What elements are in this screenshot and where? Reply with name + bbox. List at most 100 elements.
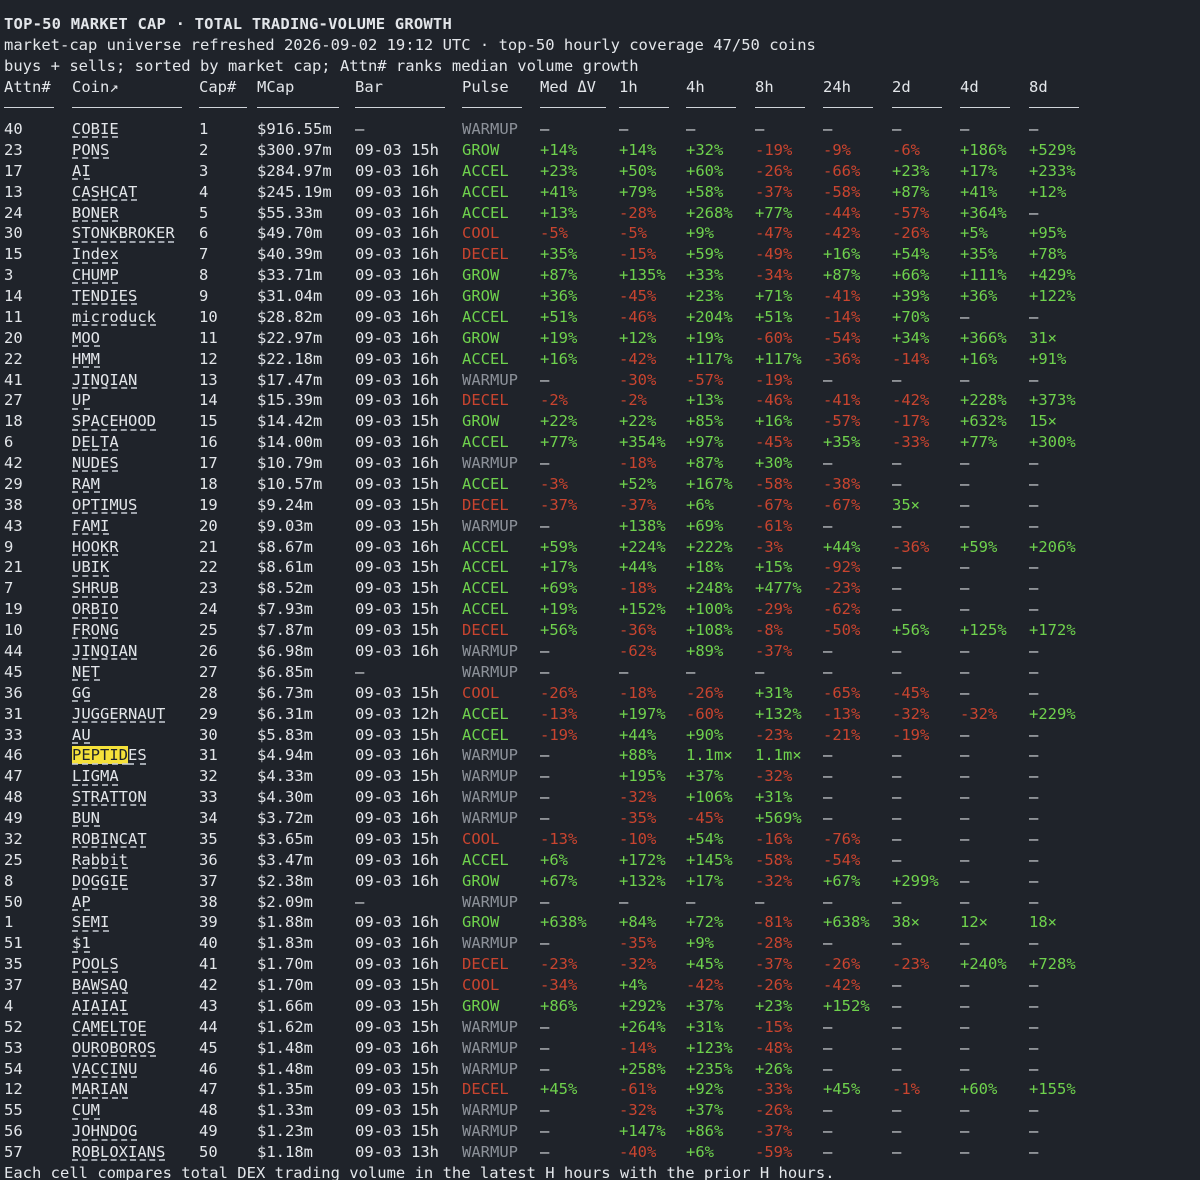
coin-cell[interactable]: microduck (72, 307, 156, 328)
coin-link[interactable]: Rabbit (72, 850, 128, 869)
coin-link[interactable]: CUM (72, 1101, 100, 1120)
coin-cell[interactable]: MOO (72, 328, 100, 349)
coin-link[interactable]: Index (72, 245, 119, 264)
coin-link[interactable]: NUDES (72, 454, 119, 473)
coin-cell[interactable]: SEMI (72, 912, 109, 933)
coin-cell[interactable]: STRATTON (72, 787, 147, 808)
coin-link[interactable]: NET (72, 662, 100, 681)
coin-cell[interactable]: BAWSAQ (72, 975, 128, 996)
coin-link[interactable]: AI (72, 161, 91, 180)
coin-cell[interactable]: AIAIAI (72, 996, 128, 1017)
col-header-coin[interactable]: Coin↗ (72, 78, 119, 96)
coin-link[interactable]: ROBINCAT (72, 829, 147, 848)
coin-cell[interactable]: HOOKR (72, 537, 119, 558)
coin-cell[interactable]: AU (72, 725, 91, 746)
coin-cell[interactable]: BONER (72, 203, 119, 224)
coin-cell[interactable]: $1 (72, 933, 91, 954)
coin-cell[interactable]: JINQIAN (72, 370, 137, 391)
coin-cell[interactable]: MARIAN (72, 1079, 128, 1100)
coin-link[interactable]: JUGGERNAUT (72, 704, 166, 723)
coin-link[interactable]: MOO (72, 328, 100, 347)
coin-cell[interactable]: OPTIMUS (72, 495, 137, 516)
coin-link[interactable]: AIAIAI (72, 996, 128, 1015)
coin-cell[interactable]: SPACEHOOD (72, 411, 156, 432)
coin-cell[interactable]: Rabbit (72, 850, 128, 871)
coin-cell[interactable]: VACCINU (72, 1059, 137, 1080)
coin-cell[interactable]: DELTA (72, 432, 119, 453)
coin-link[interactable]: BUN (72, 809, 100, 828)
coin-cell[interactable]: PEPTIDES (72, 745, 147, 766)
coin-cell[interactable]: RAM (72, 474, 100, 495)
coin-cell[interactable]: JINQIAN (72, 641, 137, 662)
coin-link[interactable]: SEMI (72, 913, 110, 932)
coin-cell[interactable]: CHUMP (72, 265, 119, 286)
coin-link[interactable]: SHRUB (72, 579, 119, 598)
coin-link[interactable]: ROBLOXIANS (72, 1143, 166, 1162)
coin-cell[interactable]: POOLS (72, 954, 119, 975)
coin-link[interactable]: $1 (72, 934, 91, 953)
coin-cell[interactable]: NUDES (72, 453, 119, 474)
coin-link[interactable]: OPTIMUS (72, 495, 138, 514)
coin-link[interactable]: LIGMA (72, 767, 119, 786)
coin-link[interactable]: COBIE (72, 120, 119, 138)
coin-link[interactable]: VACCINU (72, 1059, 138, 1078)
coin-link[interactable]: UP (72, 391, 91, 410)
coin-link[interactable]: microduck (72, 307, 156, 326)
coin-link[interactable]: TENDIES (72, 287, 138, 306)
coin-cell[interactable]: JUGGERNAUT (72, 704, 165, 725)
coin-link[interactable]: DELTA (72, 433, 119, 452)
coin-link[interactable]: STRATTON (72, 788, 147, 807)
coin-cell[interactable]: UP (72, 390, 91, 411)
coin-cell[interactable]: AI (72, 161, 91, 182)
coin-cell[interactable]: ROBINCAT (72, 829, 147, 850)
coin-link[interactable]: POOLS (72, 955, 119, 974)
coin-link[interactable]: JINQIAN (72, 370, 138, 389)
coin-cell[interactable]: STONKBROKER (72, 223, 175, 244)
coin-cell[interactable]: FAMI (72, 516, 109, 537)
coin-cell[interactable]: CAMELTOE (72, 1017, 147, 1038)
coin-link[interactable]: FAMI (72, 516, 110, 535)
coin-cell[interactable]: GG (72, 683, 91, 704)
coin-link[interactable]: ORBIO (72, 600, 119, 619)
coin-cell[interactable]: BUN (72, 808, 100, 829)
coin-cell[interactable]: OUROBOROS (72, 1038, 156, 1059)
coin-cell[interactable]: CUM (72, 1100, 100, 1121)
coin-link[interactable]: CAMELTOE (72, 1017, 147, 1036)
coin-link[interactable]: PEPTIDES (72, 746, 147, 765)
coin-link[interactable]: CASHCAT (72, 182, 138, 201)
coin-cell[interactable]: DOGGIE (72, 871, 128, 892)
coin-cell[interactable]: PONS (72, 140, 109, 161)
coin-link[interactable]: UBIK (72, 558, 110, 577)
coin-link[interactable]: JINQIAN (72, 642, 138, 660)
coin-link[interactable]: HOOKR (72, 537, 119, 556)
coin-link[interactable]: SPACEHOOD (72, 412, 156, 431)
coin-cell[interactable]: HMM (72, 349, 100, 370)
coin-link[interactable]: GG (72, 683, 91, 702)
coin-cell[interactable]: ROBLOXIANS (72, 1142, 165, 1163)
coin-cell[interactable]: SHRUB (72, 578, 119, 599)
coin-link[interactable]: AP (72, 892, 91, 911)
coin-cell[interactable]: CASHCAT (72, 182, 137, 203)
coin-cell[interactable]: JOHNDOG (72, 1121, 137, 1142)
coin-cell[interactable]: ORBIO (72, 599, 119, 620)
coin-link[interactable]: JOHNDOG (72, 1122, 138, 1141)
coin-cell[interactable]: AP (72, 892, 91, 913)
coin-link[interactable]: BONER (72, 203, 119, 222)
coin-link[interactable]: PONS (72, 140, 110, 159)
coin-link[interactable]: BAWSAQ (72, 976, 128, 995)
coin-cell[interactable]: Index (72, 244, 119, 265)
coin-link[interactable]: OUROBOROS (72, 1038, 156, 1057)
coin-link[interactable]: MARIAN (72, 1080, 128, 1099)
coin-cell[interactable]: COBIE (72, 119, 119, 140)
coin-cell[interactable]: FRONG (72, 620, 119, 641)
coin-cell[interactable]: TENDIES (72, 286, 137, 307)
coin-link[interactable]: STONKBROKER (72, 224, 175, 243)
coin-link[interactable]: CHUMP (72, 266, 119, 285)
coin-cell[interactable]: NET (72, 662, 100, 683)
coin-cell[interactable]: LIGMA (72, 766, 119, 787)
coin-cell[interactable]: UBIK (72, 557, 109, 578)
coin-link[interactable]: AU (72, 725, 91, 744)
coin-link[interactable]: HMM (72, 349, 100, 368)
coin-link[interactable]: FRONG (72, 621, 119, 640)
coin-link[interactable]: RAM (72, 474, 100, 493)
